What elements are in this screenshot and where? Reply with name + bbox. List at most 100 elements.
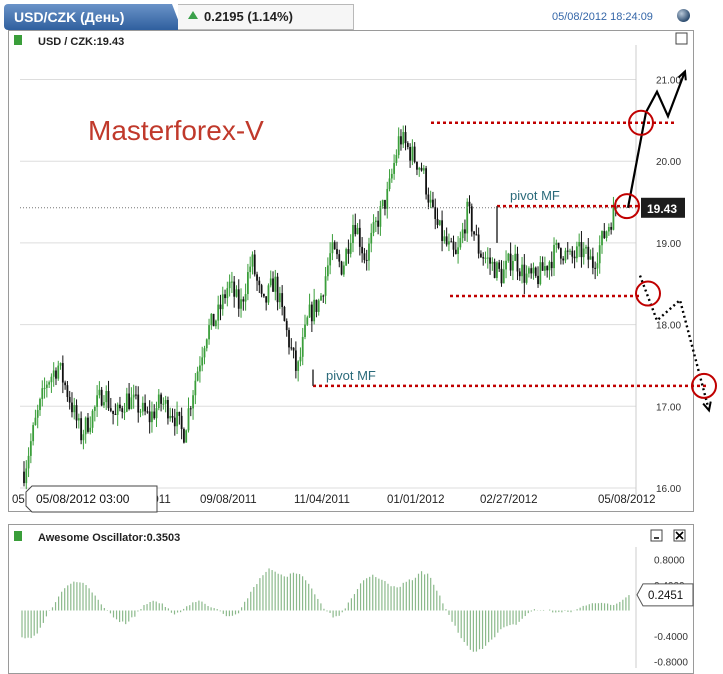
candle-body <box>151 411 153 423</box>
candle-body <box>50 376 53 383</box>
candle-body <box>173 417 176 427</box>
y-tick-label: 17.00 <box>656 402 681 413</box>
candle-body <box>493 261 496 278</box>
candle-body <box>281 293 284 308</box>
candle-body <box>413 146 416 162</box>
candle-body <box>322 295 325 297</box>
candle-body <box>217 304 220 321</box>
series-swatch <box>14 35 22 45</box>
candle-body <box>345 249 348 266</box>
candle-body <box>571 250 574 257</box>
candle-body <box>45 384 48 388</box>
candle-body <box>368 243 370 261</box>
candle-body <box>290 347 293 349</box>
up-arrow-icon <box>188 11 198 19</box>
candle-body <box>96 395 99 407</box>
candle-body <box>210 313 213 326</box>
candle-body <box>135 394 137 396</box>
candle-body <box>119 404 121 409</box>
candle-body <box>59 363 62 366</box>
candle-body <box>601 231 603 246</box>
candle-body <box>573 256 576 259</box>
x-tick-label: 02/27/2012 <box>480 494 538 506</box>
candle-body <box>39 399 41 411</box>
candle-body <box>304 324 306 337</box>
candle-body <box>43 387 46 389</box>
candle-body <box>203 348 206 358</box>
candle-body <box>381 200 384 207</box>
candle-body <box>299 356 302 362</box>
candle-body <box>160 394 162 404</box>
candle-body <box>434 206 437 219</box>
candle-body <box>233 281 236 297</box>
candle-body <box>461 229 464 239</box>
pivot-label: pivot MF <box>326 368 376 383</box>
candle-body <box>139 411 142 413</box>
candle-body <box>464 229 466 234</box>
candle-body <box>349 243 352 254</box>
candle-body <box>452 241 455 250</box>
candle-body <box>432 199 434 207</box>
candle-body <box>114 413 117 415</box>
candle-body <box>610 226 613 230</box>
candle-body <box>512 260 514 271</box>
candle-body <box>605 231 608 238</box>
candle-body <box>445 236 448 245</box>
candle-body <box>189 408 192 410</box>
candle-body <box>484 257 487 259</box>
candle-body <box>313 299 316 322</box>
candle-body <box>523 264 526 283</box>
candle-body <box>516 253 519 272</box>
candle-body <box>29 441 32 456</box>
candle-body <box>363 253 366 260</box>
candle-body <box>301 336 304 357</box>
candle-body <box>167 399 169 419</box>
candle-body <box>41 388 44 400</box>
candle-body <box>384 200 386 209</box>
y-tick-label: 18.00 <box>656 321 681 332</box>
symbol-tab[interactable]: USD/CZK (День) <box>4 4 182 30</box>
projection-arrowhead <box>702 401 712 413</box>
candle-body <box>256 274 258 281</box>
candle-body <box>132 394 135 398</box>
candle-body <box>331 242 334 254</box>
candle-body <box>532 267 535 274</box>
candle-body <box>557 242 560 249</box>
candle-body <box>475 234 478 236</box>
candle-body <box>498 262 501 269</box>
candle-body <box>336 249 338 255</box>
close-icon <box>675 531 684 540</box>
candle-body <box>546 266 549 271</box>
candle-body <box>121 408 124 412</box>
y-tick-label: 16.00 <box>656 484 681 495</box>
maximize-button[interactable] <box>675 32 688 45</box>
minimize-button[interactable] <box>650 529 663 542</box>
x-tick-label: 05/08/2012 <box>598 494 656 506</box>
candle-body <box>162 403 165 405</box>
candle-body <box>466 201 469 234</box>
osc-value-badge <box>636 583 694 607</box>
projection-path <box>638 275 711 411</box>
candle-body <box>553 244 555 269</box>
candle-body <box>183 428 185 443</box>
candle-body <box>276 276 279 303</box>
candle-body <box>603 231 606 238</box>
candle-body <box>400 136 402 145</box>
candle-body <box>393 162 396 174</box>
candle-body <box>148 411 151 423</box>
candle-body <box>454 249 457 254</box>
candle-body <box>221 294 224 310</box>
candle-body <box>155 408 158 419</box>
candle-body <box>80 418 83 441</box>
candle-body <box>315 299 318 312</box>
candle-body <box>436 218 439 225</box>
candle-body <box>361 246 364 254</box>
candle-body <box>365 259 368 261</box>
candle-body <box>249 266 252 273</box>
candle-body <box>231 281 233 283</box>
osc-tick-label: -0.8000 <box>654 658 688 669</box>
candle-body <box>534 267 537 276</box>
candle-body <box>109 408 112 411</box>
candle-body <box>530 268 533 274</box>
globe-icon[interactable] <box>677 9 690 22</box>
